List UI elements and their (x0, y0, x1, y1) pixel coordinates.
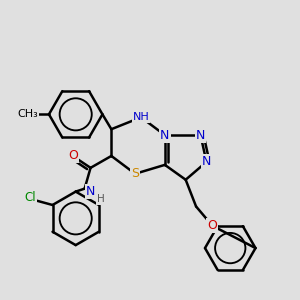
Text: Cl: Cl (24, 191, 36, 204)
Text: NH: NH (133, 112, 149, 122)
Text: O: O (208, 219, 218, 232)
Text: H: H (97, 194, 105, 204)
Text: N: N (86, 185, 95, 198)
Text: CH₃: CH₃ (18, 109, 38, 119)
Text: N: N (202, 155, 211, 168)
Text: O: O (68, 149, 78, 162)
Text: N: N (160, 129, 170, 142)
Text: N: N (196, 129, 205, 142)
Text: S: S (131, 167, 139, 180)
